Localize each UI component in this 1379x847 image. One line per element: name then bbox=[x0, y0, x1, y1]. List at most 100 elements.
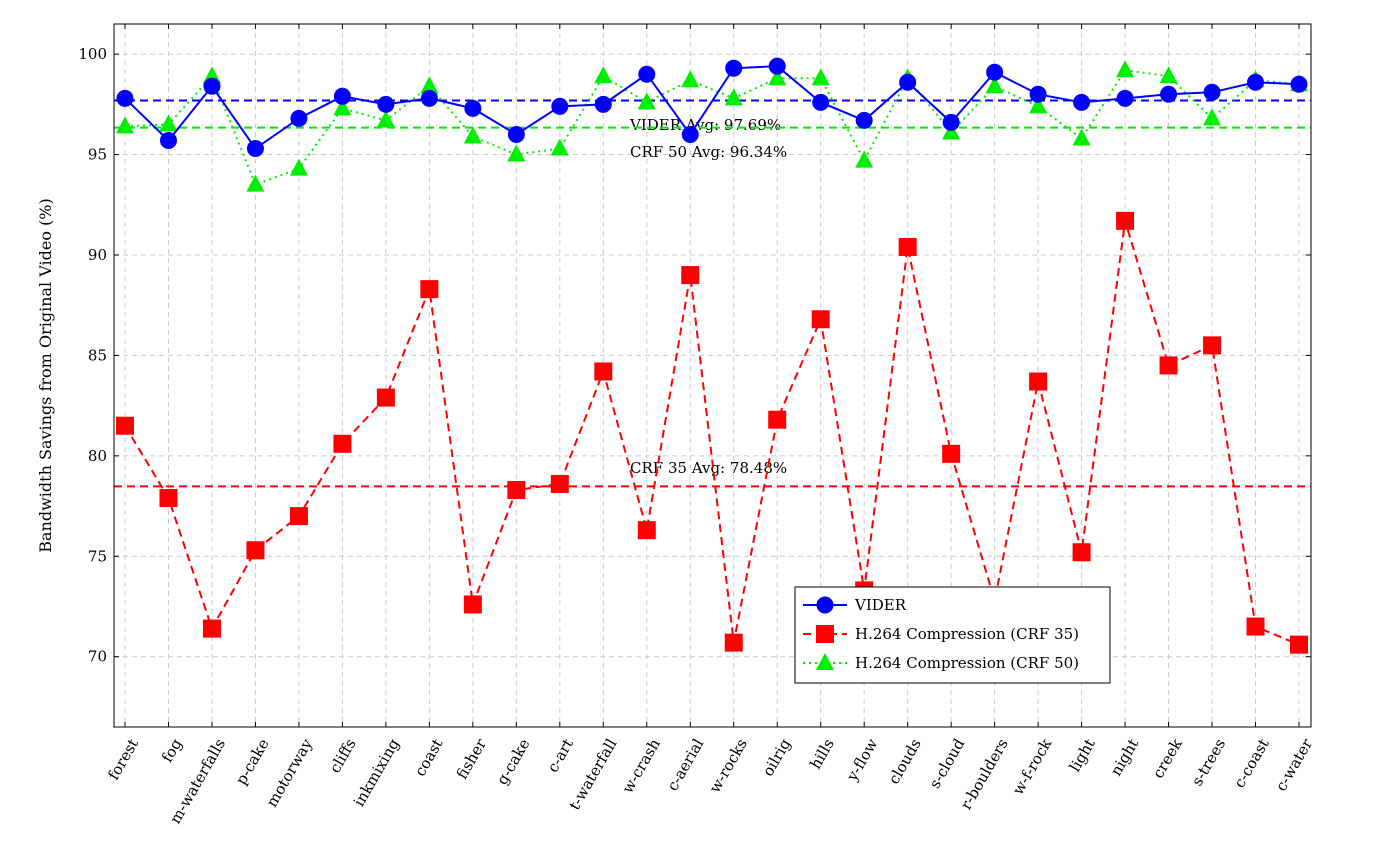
average-label: VIDER Avg: 97.69% bbox=[629, 116, 781, 134]
x-tick-label: clouds bbox=[885, 736, 925, 788]
x-tick-label: c-aerial bbox=[663, 735, 707, 794]
x-tick-label: coast bbox=[411, 736, 447, 780]
data-point bbox=[1160, 85, 1178, 103]
data-point bbox=[289, 158, 308, 176]
series-line bbox=[124, 65, 1300, 150]
data-point bbox=[1203, 336, 1222, 355]
data-point bbox=[159, 489, 178, 508]
x-tick-label: cliffs bbox=[326, 736, 360, 776]
data-point bbox=[724, 633, 743, 652]
data-point bbox=[507, 144, 526, 162]
data-point bbox=[594, 66, 613, 84]
data-point bbox=[333, 98, 352, 116]
data-point bbox=[986, 63, 1004, 81]
y-tick-label: 75 bbox=[88, 547, 107, 565]
data-point bbox=[1072, 543, 1091, 562]
data-point bbox=[681, 70, 700, 88]
series bbox=[116, 211, 1308, 654]
x-tick-label: oilrig bbox=[759, 735, 795, 779]
data-point bbox=[116, 116, 134, 134]
data-point bbox=[333, 434, 352, 453]
data-point bbox=[116, 416, 134, 435]
data-point bbox=[464, 99, 482, 117]
data-point bbox=[550, 138, 569, 156]
x-tick-label: c-water bbox=[1272, 735, 1317, 794]
data-point bbox=[942, 122, 961, 140]
x-tick-label: w-f-rock bbox=[1009, 735, 1056, 798]
data-point bbox=[463, 126, 482, 144]
data-point bbox=[768, 410, 787, 429]
data-point bbox=[1029, 96, 1048, 114]
y-axis-label: Bandwidth Savings from Original Video (%… bbox=[36, 198, 55, 552]
data-point bbox=[377, 95, 395, 113]
data-point bbox=[463, 595, 482, 614]
data-point bbox=[816, 596, 834, 614]
data-point bbox=[1203, 83, 1221, 101]
series-layer bbox=[116, 57, 1308, 654]
data-point bbox=[1072, 128, 1091, 146]
data-point bbox=[594, 95, 612, 113]
data-point bbox=[1203, 108, 1222, 126]
data-point bbox=[1116, 89, 1134, 107]
y-tick-label: 90 bbox=[88, 246, 107, 264]
data-point bbox=[1247, 73, 1265, 91]
data-point bbox=[550, 474, 569, 493]
data-point bbox=[811, 68, 830, 86]
data-point bbox=[1159, 356, 1178, 375]
legend-entry: VIDER bbox=[854, 596, 907, 614]
series-line bbox=[124, 220, 1300, 646]
data-point bbox=[985, 76, 1004, 94]
data-point bbox=[159, 114, 178, 132]
data-point bbox=[899, 73, 917, 91]
x-tick-label: fog bbox=[158, 735, 186, 765]
data-point bbox=[594, 362, 613, 381]
data-point bbox=[768, 57, 786, 75]
data-point bbox=[1246, 617, 1265, 636]
y-tick-label: 80 bbox=[88, 447, 107, 465]
average-label: CRF 50 Avg: 96.34% bbox=[630, 143, 787, 161]
data-point bbox=[637, 521, 656, 540]
average-lines: VIDER Avg: 97.69% CRF 50 Avg: 96.34% CRF 3… bbox=[114, 99, 1311, 488]
legend-entry: H.264 Compression (CRF 35) bbox=[855, 625, 1079, 643]
data-point bbox=[816, 653, 834, 670]
y-tick-label: 100 bbox=[78, 45, 107, 63]
data-point bbox=[812, 93, 830, 111]
data-point bbox=[507, 125, 525, 143]
legend-entry: H.264 Compression (CRF 50) bbox=[855, 654, 1079, 672]
data-point bbox=[1290, 635, 1308, 654]
data-point bbox=[246, 541, 265, 560]
data-point bbox=[681, 266, 700, 285]
data-point bbox=[116, 89, 134, 107]
data-point bbox=[203, 77, 221, 95]
y-tick-label: 95 bbox=[88, 146, 107, 164]
legend: VIDER H.264 Compression (CRF 35) H.264 Com… bbox=[794, 586, 1111, 684]
data-point bbox=[159, 131, 177, 149]
data-point bbox=[811, 310, 830, 329]
x-tick-label: s-cloud bbox=[926, 735, 969, 791]
data-point bbox=[376, 388, 395, 407]
data-point bbox=[246, 140, 264, 158]
data-point bbox=[681, 125, 699, 143]
x-tick-label: light bbox=[1066, 736, 1099, 775]
data-point bbox=[507, 480, 526, 499]
data-point bbox=[898, 237, 917, 256]
legend-box bbox=[794, 586, 1111, 684]
data-point bbox=[290, 109, 308, 127]
data-point bbox=[1290, 75, 1308, 93]
data-point bbox=[246, 174, 265, 192]
data-point bbox=[1073, 93, 1091, 111]
data-point bbox=[768, 68, 787, 86]
x-tick-label: w-crash bbox=[618, 735, 664, 796]
x-tick-label: s-trees bbox=[1188, 736, 1229, 790]
data-point bbox=[724, 88, 743, 106]
data-point bbox=[1116, 211, 1135, 230]
x-tick-label: y-flow bbox=[843, 735, 882, 784]
x-tick-label: forest bbox=[104, 736, 142, 783]
data-point bbox=[376, 110, 395, 128]
data-point bbox=[816, 625, 834, 643]
data-point bbox=[202, 66, 221, 84]
data-point bbox=[638, 65, 656, 83]
data-point bbox=[420, 280, 439, 299]
data-point bbox=[1116, 60, 1135, 78]
